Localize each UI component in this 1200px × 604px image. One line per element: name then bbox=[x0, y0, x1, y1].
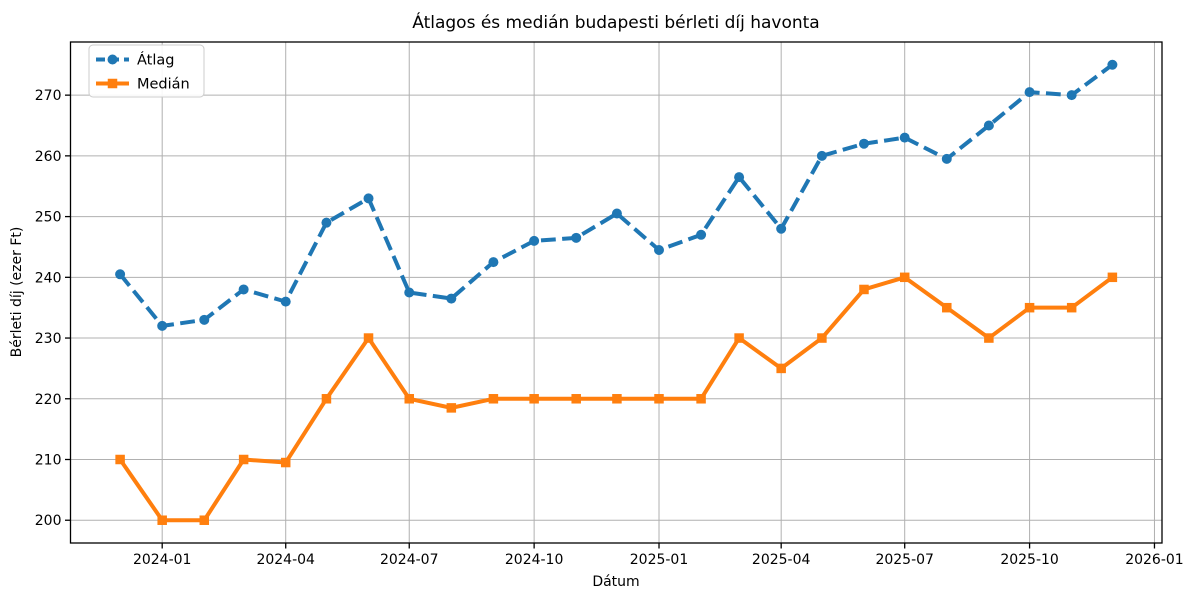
data-point-marker bbox=[115, 454, 125, 465]
data-point-marker bbox=[157, 320, 168, 331]
data-point-marker bbox=[363, 333, 374, 343]
x-tick-label: 2024-10 bbox=[505, 552, 564, 568]
y-tick-label: 250 bbox=[35, 210, 62, 226]
data-point-marker bbox=[734, 333, 744, 343]
data-point-marker bbox=[280, 296, 291, 307]
data-point-marker bbox=[776, 223, 787, 234]
data-point-marker bbox=[404, 287, 415, 298]
data-point-marker bbox=[363, 193, 374, 204]
data-point-marker bbox=[984, 333, 994, 343]
data-point-marker bbox=[280, 457, 291, 468]
y-tick-label: 200 bbox=[35, 513, 62, 529]
y-tick-label: 260 bbox=[35, 149, 62, 165]
y-tick-label: 270 bbox=[35, 88, 62, 104]
data-point-marker bbox=[899, 132, 910, 143]
x-tick-label: 2025-04 bbox=[752, 552, 811, 568]
data-point-marker bbox=[446, 293, 457, 304]
series-line bbox=[118, 63, 1114, 328]
data-point-marker bbox=[321, 394, 332, 404]
data-point-marker bbox=[612, 394, 622, 404]
y-tick-label: 230 bbox=[35, 331, 62, 347]
data-point-marker bbox=[321, 217, 332, 228]
data-point-marker bbox=[199, 515, 210, 525]
data-point-marker bbox=[571, 232, 582, 243]
x-tick-label: 2024-01 bbox=[133, 552, 192, 568]
data-point-marker bbox=[488, 257, 499, 268]
data-point-marker bbox=[611, 208, 622, 219]
x-tick-label: 2025-10 bbox=[1000, 552, 1059, 568]
data-point-marker bbox=[446, 403, 457, 413]
x-tick-label: 2026-01 bbox=[1125, 552, 1184, 568]
series-median bbox=[115, 272, 1118, 525]
x-tick-label: 2024-04 bbox=[256, 552, 315, 568]
y-tick-label: 210 bbox=[35, 453, 62, 469]
data-point-marker bbox=[199, 314, 210, 325]
data-point-marker bbox=[1066, 90, 1077, 101]
series-layer bbox=[115, 59, 1118, 525]
data-point-marker bbox=[529, 394, 539, 404]
data-point-marker bbox=[404, 394, 414, 404]
data-point-marker bbox=[942, 302, 952, 313]
data-point-marker bbox=[238, 454, 249, 465]
data-point-marker bbox=[115, 269, 126, 280]
data-point-marker bbox=[1024, 87, 1035, 98]
data-point-marker bbox=[654, 394, 664, 404]
data-point-marker bbox=[654, 244, 665, 255]
data-point-marker bbox=[1066, 302, 1077, 313]
x-tick-label: 2025-01 bbox=[630, 552, 689, 568]
legend: Átlag Medián bbox=[88, 44, 205, 98]
data-point-marker bbox=[734, 172, 745, 183]
data-point-marker bbox=[1024, 302, 1035, 313]
data-point-marker bbox=[238, 284, 249, 295]
tick-layer: 2024-01 2024-04 2024-07 2024-10 2025-01 2025-… bbox=[35, 88, 1184, 568]
y-tick-label: 240 bbox=[35, 270, 62, 286]
data-point-marker bbox=[1107, 272, 1118, 283]
series-atlag bbox=[115, 59, 1118, 331]
data-point-marker bbox=[859, 284, 869, 295]
legend-sample-marker bbox=[107, 54, 118, 65]
data-point-marker bbox=[816, 150, 827, 161]
data-point-marker bbox=[488, 394, 499, 404]
legend-samples bbox=[96, 54, 129, 89]
data-point-marker bbox=[571, 394, 581, 404]
data-point-marker bbox=[776, 363, 786, 374]
chart-title: Átlagos és medián budapesti bérleti díj … bbox=[412, 11, 819, 33]
legend-label-atlag: Átlag bbox=[137, 52, 174, 69]
data-point-marker bbox=[817, 333, 827, 343]
x-tick-label: 2024-07 bbox=[380, 552, 439, 568]
data-point-marker bbox=[157, 515, 167, 525]
data-point-marker bbox=[899, 272, 910, 283]
legend-label-median: Medián bbox=[137, 77, 190, 93]
y-axis-label: Bérleti díj (ezer Ft) bbox=[9, 227, 25, 358]
data-point-marker bbox=[696, 229, 707, 240]
data-point-marker bbox=[696, 394, 706, 404]
data-point-marker bbox=[1107, 59, 1118, 70]
data-point-marker bbox=[529, 235, 540, 246]
legend-sample-marker bbox=[107, 78, 118, 89]
x-axis-label: Dátum bbox=[592, 574, 639, 590]
plot-border bbox=[69, 41, 1163, 544]
data-point-marker bbox=[983, 120, 994, 131]
data-point-marker bbox=[941, 153, 952, 164]
y-tick-label: 220 bbox=[35, 392, 62, 408]
x-tick-label: 2025-07 bbox=[875, 552, 934, 568]
data-point-marker bbox=[858, 138, 869, 149]
